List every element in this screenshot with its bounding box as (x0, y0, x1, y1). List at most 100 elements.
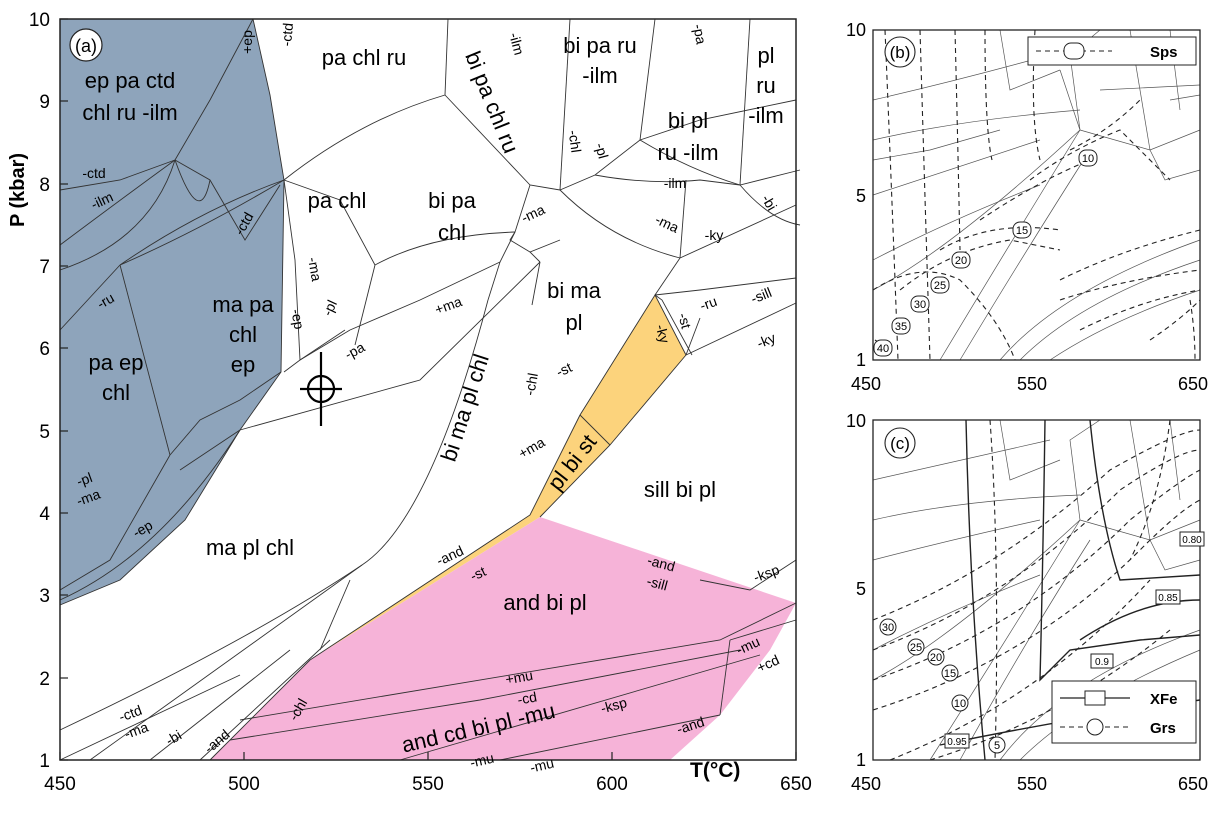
reaction-label: -pa (342, 339, 368, 363)
field-label: bi ma (547, 278, 602, 303)
reaction-label: -ma (122, 719, 150, 742)
panel-a-text: (a) (75, 36, 97, 56)
y-tick: 5 (39, 422, 50, 443)
reaction-label: +ep (239, 30, 255, 54)
y-tick: 10 (29, 10, 50, 31)
x-tick: 600 (596, 774, 628, 795)
xfe-label: 0.85 (1158, 593, 1178, 604)
reaction-label: -ksp (751, 561, 782, 585)
panel-b: 10 15 20 25 30 35 40 (b) Sps 10 5 (846, 20, 1208, 394)
y-tick: 1 (856, 350, 866, 370)
axis-ticks (59, 18, 797, 761)
reaction-label: -pl (319, 297, 340, 318)
x-tick: 450 (851, 374, 881, 394)
reaction-label: -ru (94, 289, 117, 311)
xfe-label: 0.95 (947, 737, 967, 748)
x-tick: 550 (1017, 374, 1047, 394)
field-label: ep pa ctd (85, 68, 176, 93)
panel-c-legend: XFe Grs (1051, 680, 1197, 744)
y-tick: 5 (856, 579, 866, 599)
pt-estimate-marker (300, 352, 342, 426)
reaction-label: -ep (288, 308, 307, 331)
y-tick: 5 (856, 186, 866, 206)
reaction-label: -pl (74, 469, 94, 489)
grs-label: 25 (910, 642, 922, 654)
x-tick: 650 (1178, 774, 1208, 794)
x-tick: 450 (851, 774, 881, 794)
panel-c-ticks: 10 5 1 450 550 650 (846, 411, 1208, 794)
reaction-label: -st (675, 311, 695, 330)
isopleth-label: 20 (955, 255, 967, 267)
panel-c-grs-labels: 30 25 20 15 10 5 (879, 618, 1006, 754)
field-label: ep (231, 352, 255, 377)
x-tick: 500 (228, 774, 260, 795)
reaction-label: -st (467, 563, 488, 584)
y-tick: 4 (39, 504, 50, 525)
y-tick: 9 (39, 92, 50, 113)
main-phase-diagram: (a) 450 500 550 600 650 (7, 10, 812, 795)
grs-label: 10 (954, 698, 966, 710)
reaction-label: +mu (504, 667, 534, 688)
reaction-label: +ma (516, 434, 548, 462)
field-label: pa ep (88, 350, 143, 375)
x-axis-label: T(°C) (690, 759, 740, 782)
reaction-label: -ma (74, 486, 102, 509)
isopleth-label: 15 (1016, 225, 1028, 237)
panel-b-frame (872, 29, 1201, 361)
grs-label: 30 (882, 622, 894, 634)
y-tick: 10 (846, 411, 866, 431)
field-yellow (310, 295, 686, 660)
field-pink (210, 517, 796, 760)
field-label: pl (565, 310, 582, 335)
field-label: bi pa (428, 188, 476, 213)
field-label: ru -ilm (657, 140, 718, 165)
grs-label: 5 (994, 740, 1000, 752)
field-label: ma pl chl (206, 535, 294, 560)
field-label: chl ru -ilm (82, 100, 177, 125)
field-label: ma pa (212, 292, 274, 317)
reaction-label: -chl (521, 372, 541, 397)
legend-label: XFe (1150, 691, 1178, 708)
field-label: sill bi pl (644, 477, 716, 502)
reaction-label: -ilm (506, 31, 527, 57)
y-tick-labels: 1 2 3 4 5 6 7 8 9 10 (29, 10, 51, 772)
reaction-label: -ky (653, 323, 673, 345)
reaction-label: -mu (528, 755, 555, 776)
field-label: -ilm (748, 103, 783, 128)
isopleth-label: 35 (895, 321, 907, 333)
field-label: chl (102, 380, 130, 405)
reaction-label: -ma (653, 211, 682, 236)
reaction-label: +ma (433, 293, 465, 318)
x-tick: 550 (1017, 774, 1047, 794)
panel-b-text: (b) (890, 43, 911, 62)
field-label: and bi pl (503, 590, 586, 615)
xfe-label: 0.80 (1182, 535, 1202, 546)
grs-label: 20 (930, 652, 942, 664)
reaction-label: -ctd (82, 165, 105, 181)
reaction-label: -sill (645, 573, 669, 594)
field-label: chl (229, 322, 257, 347)
field-label: chl (438, 220, 466, 245)
field-label: bi pa ru (563, 33, 636, 58)
y-tick: 10 (846, 20, 866, 40)
xfe-label: 0.9 (1095, 657, 1109, 668)
y-tick: 2 (39, 669, 50, 690)
x-tick-labels: 450 500 550 600 650 (44, 774, 812, 795)
reaction-label: -cd (516, 689, 538, 708)
reaction-label: -and (646, 552, 677, 575)
reaction-label: -ilm (664, 175, 687, 191)
x-tick: 650 (780, 774, 812, 795)
y-axis-label: P (kbar) (7, 153, 29, 227)
y-tick: 1 (39, 751, 50, 772)
y-tick: 3 (39, 586, 50, 607)
field-label: bi pa chl ru (460, 48, 523, 157)
y-tick: 6 (39, 339, 50, 360)
field-label: bi pl (668, 108, 708, 133)
field-blue (60, 19, 284, 605)
panel-c-xfe-labels: 0.80 0.85 0.9 0.95 (944, 531, 1205, 749)
y-tick: 7 (39, 257, 50, 278)
grs-label: 15 (944, 668, 956, 680)
legend-label: Sps (1150, 44, 1178, 61)
reaction-label: -pa (690, 23, 709, 46)
reaction-label: -ru (698, 293, 720, 314)
